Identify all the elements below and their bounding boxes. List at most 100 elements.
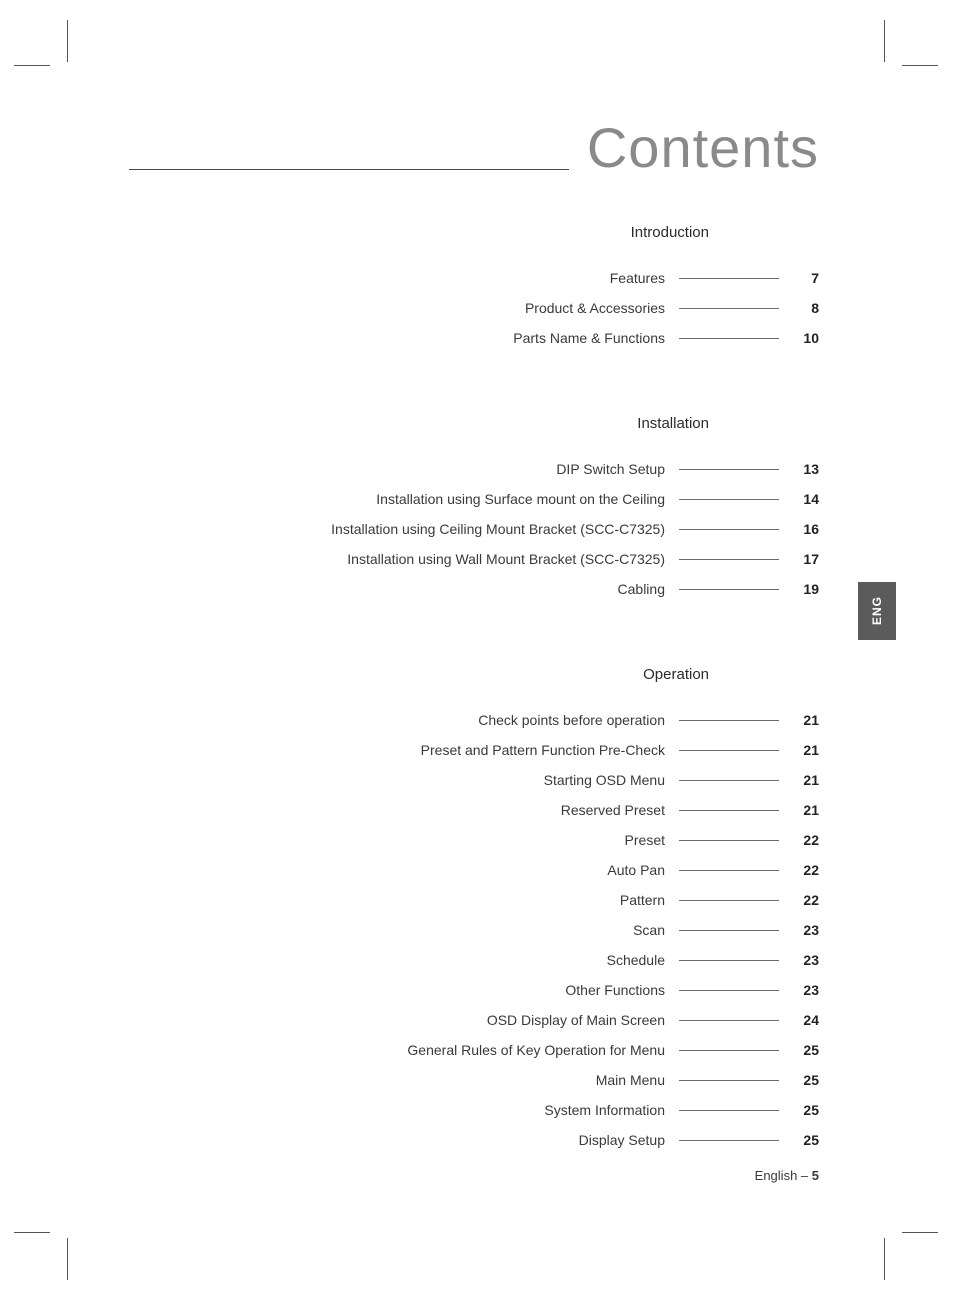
page: Contents Introduction Features 7 Product… [0, 0, 954, 1301]
toc-entry: System Information 25 [129, 1095, 819, 1125]
toc-leader-line [679, 1080, 779, 1081]
toc-leader-line [679, 589, 779, 590]
toc-entry: Installation using Wall Mount Bracket (S… [129, 544, 819, 574]
toc-leader-line [679, 900, 779, 901]
toc-entry: Schedule 23 [129, 945, 819, 975]
toc-entry: Starting OSD Menu 21 [129, 765, 819, 795]
toc-entry: Display Setup 25 [129, 1125, 819, 1155]
toc-entry-label: Auto Pan [607, 862, 665, 878]
toc-entry-page: 25 [793, 1072, 819, 1088]
crop-mark [884, 1238, 885, 1280]
toc-leader-line [679, 750, 779, 751]
toc-entry-label: Pattern [620, 892, 665, 908]
page-footer: English – 5 [755, 1168, 819, 1183]
toc-entry-label: Installation using Ceiling Mount Bracket… [331, 521, 665, 537]
toc-leader-line [679, 930, 779, 931]
toc-entry-label: Other Functions [565, 982, 665, 998]
toc-leader-line [679, 1020, 779, 1021]
toc-entry: Check points before operation 21 [129, 705, 819, 735]
toc-entry: Other Functions 23 [129, 975, 819, 1005]
toc-section-operation: Operation Check points before operation … [129, 666, 819, 1155]
toc-entry-label: Main Menu [596, 1072, 665, 1088]
toc-entry-page: 16 [793, 521, 819, 537]
toc-entry-page: 24 [793, 1012, 819, 1028]
toc-leader-line [679, 720, 779, 721]
toc-entry-label: Starting OSD Menu [544, 772, 665, 788]
toc-entry: Main Menu 25 [129, 1065, 819, 1095]
toc-entry-label: Installation using Wall Mount Bracket (S… [347, 551, 665, 567]
toc-entry-page: 22 [793, 832, 819, 848]
language-tab-label: ENG [870, 596, 884, 625]
toc-entry-page: 7 [793, 270, 819, 286]
toc-entry-page: 23 [793, 922, 819, 938]
toc-entry: OSD Display of Main Screen 24 [129, 1005, 819, 1035]
crop-mark [67, 1238, 68, 1280]
toc-entry-label: Preset and Pattern Function Pre-Check [421, 742, 665, 758]
toc-leader-line [679, 278, 779, 279]
toc-leader-line [679, 1140, 779, 1141]
toc-entry-label: General Rules of Key Operation for Menu [407, 1042, 665, 1058]
toc-entry-label: OSD Display of Main Screen [487, 1012, 665, 1028]
section-title: Operation [19, 666, 709, 683]
crop-mark [902, 65, 938, 66]
toc-entry-label: System Information [544, 1102, 665, 1118]
toc-section-introduction: Introduction Features 7 Product & Access… [129, 224, 819, 353]
toc-entry-label: Features [610, 270, 665, 286]
toc-entry-page: 25 [793, 1102, 819, 1118]
toc-entry: Cabling 19 [129, 574, 819, 604]
crop-mark [67, 20, 68, 62]
toc-leader-line [679, 338, 779, 339]
toc-entry-page: 19 [793, 581, 819, 597]
language-tab: ENG [858, 582, 896, 640]
toc-entry-label: Reserved Preset [561, 802, 665, 818]
toc-entry-page: 25 [793, 1042, 819, 1058]
toc-list: Features 7 Product & Accessories 8 Parts… [129, 263, 819, 353]
toc-leader-line [679, 559, 779, 560]
toc-entry-label: Cabling [618, 581, 665, 597]
toc-entry-page: 21 [793, 802, 819, 818]
footer-language-label: English – [755, 1168, 808, 1183]
toc-entry: Reserved Preset 21 [129, 795, 819, 825]
toc-entry-label: Parts Name & Functions [513, 330, 665, 346]
page-title: Contents [569, 120, 819, 176]
toc-entry-label: Display Setup [579, 1132, 665, 1148]
toc-leader-line [679, 960, 779, 961]
crop-mark [902, 1232, 938, 1233]
toc-entry: DIP Switch Setup 13 [129, 454, 819, 484]
toc-entry-label: DIP Switch Setup [556, 461, 665, 477]
toc-entry: General Rules of Key Operation for Menu … [129, 1035, 819, 1065]
toc-entry-label: Installation using Surface mount on the … [376, 491, 665, 507]
toc-entry-page: 14 [793, 491, 819, 507]
toc-entry-page: 22 [793, 862, 819, 878]
toc-section-installation: Installation DIP Switch Setup 13 Install… [129, 415, 819, 604]
toc-entry-page: 8 [793, 300, 819, 316]
toc-entry-label: Product & Accessories [525, 300, 665, 316]
toc-entry-label: Check points before operation [478, 712, 665, 728]
toc-leader-line [679, 529, 779, 530]
toc-entry-page: 21 [793, 712, 819, 728]
toc-entry-page: 21 [793, 742, 819, 758]
toc-entry: Pattern 22 [129, 885, 819, 915]
toc-entry-label: Schedule [607, 952, 665, 968]
toc-entry: Preset 22 [129, 825, 819, 855]
title-block: Contents [129, 120, 819, 176]
crop-mark [14, 65, 50, 66]
toc-entry-page: 13 [793, 461, 819, 477]
toc-leader-line [679, 499, 779, 500]
toc-entry-page: 23 [793, 952, 819, 968]
toc-entry-page: 17 [793, 551, 819, 567]
title-rule-line [129, 169, 569, 170]
toc-entry: Scan 23 [129, 915, 819, 945]
toc-leader-line [679, 990, 779, 991]
toc-entry-page: 10 [793, 330, 819, 346]
toc-leader-line [679, 1110, 779, 1111]
toc-leader-line [679, 1050, 779, 1051]
toc-entry: Product & Accessories 8 [129, 293, 819, 323]
toc-entry-page: 23 [793, 982, 819, 998]
toc-entry-page: 22 [793, 892, 819, 908]
crop-mark [884, 20, 885, 62]
toc-entry-page: 25 [793, 1132, 819, 1148]
section-title: Introduction [19, 224, 709, 241]
toc-entry: Installation using Ceiling Mount Bracket… [129, 514, 819, 544]
toc-leader-line [679, 469, 779, 470]
